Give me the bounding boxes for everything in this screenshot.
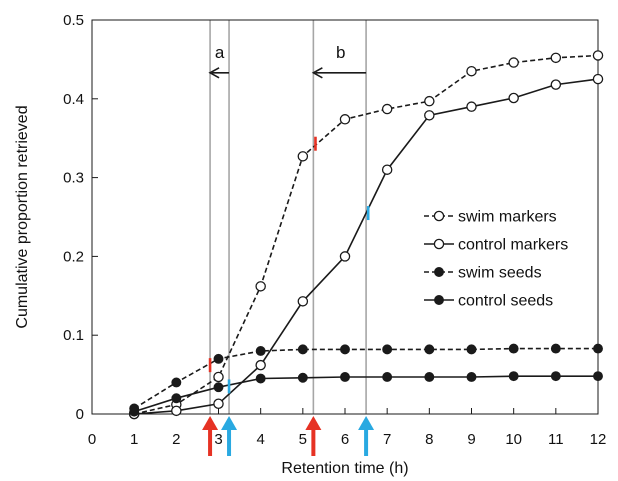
control-seeds-point [255, 373, 266, 384]
y-tick-label: 0 [76, 406, 84, 423]
x-tick-label: 9 [467, 431, 475, 448]
swim-seeds-point [340, 344, 350, 355]
x-tick-label: 1 [130, 431, 138, 448]
x-tick-label: 7 [383, 431, 391, 448]
control-markers-line [134, 78, 599, 415]
x-tick-label: 0 [88, 431, 96, 448]
control-seeds-line [133, 375, 598, 413]
legend-label: control seeds [458, 293, 553, 310]
swim-markers-point [508, 57, 519, 68]
arrows-layer [202, 416, 375, 456]
annotation-label: a [215, 43, 225, 62]
control-markers-point [424, 110, 435, 121]
swim-markers-point [339, 114, 351, 125]
swim-markers-point [424, 95, 435, 107]
swim-markers-point [381, 103, 393, 115]
annotation-arrow-head [208, 67, 220, 79]
annotation-arrow-head [311, 67, 323, 79]
control-markers-point [508, 92, 519, 104]
x-tick-label: 10 [505, 431, 522, 448]
x-axis-label: Retention time (h) [281, 460, 408, 477]
control-markers-point [213, 398, 224, 410]
control-markers-point [381, 164, 393, 175]
x-tick-label: 2 [172, 431, 180, 448]
swim-seeds-point [382, 344, 393, 355]
highlight-marks-layer [208, 136, 370, 394]
legend-marker [433, 210, 445, 222]
swim-seeds-point [255, 346, 266, 356]
swim-seeds-point [213, 353, 224, 364]
control-markers-point [592, 73, 604, 85]
legend-marker [433, 238, 445, 250]
swim-seeds-line [133, 347, 598, 410]
control-seeds-point [382, 372, 393, 382]
swim-markers-point [213, 371, 224, 383]
y-tick-label: 0.1 [63, 327, 84, 344]
legend-label: control markers [458, 237, 568, 254]
swim-markers-point [297, 151, 309, 162]
x-tick-label: 3 [214, 431, 222, 448]
swim-seeds-point [424, 344, 435, 355]
swim-seeds-point [466, 344, 477, 355]
y-tick-label: 0.5 [63, 12, 84, 29]
series-layer [128, 50, 604, 420]
swim-seeds-point [297, 344, 308, 355]
swim-seeds-point [508, 343, 519, 354]
control-markers-point [171, 405, 182, 417]
swim-seeds-point [171, 377, 182, 388]
control-seeds-point [593, 371, 603, 382]
x-tick-label: 4 [256, 431, 264, 448]
control-seeds-point [466, 372, 477, 382]
y-tick-label: 0.3 [63, 170, 84, 187]
control-seeds-point [550, 371, 561, 382]
swim-markers-point [466, 65, 477, 77]
swim-markers-point [592, 50, 604, 61]
x-tick-label: 11 [548, 431, 564, 448]
y-axis-label: Cumulative proportion retrieved [14, 105, 31, 328]
swim-markers-point [550, 52, 562, 64]
control-seeds-point [213, 382, 224, 393]
x-tick-label: 5 [299, 431, 307, 448]
swim-seeds-point [550, 343, 561, 354]
control-markers-point [255, 359, 266, 371]
control-seeds-point [340, 372, 350, 382]
y-tick-label: 0.4 [63, 91, 84, 108]
time-arrow-head [221, 416, 238, 430]
time-arrow-head [305, 416, 322, 430]
x-tick-label: 6 [341, 431, 349, 448]
legend-label: swim seeds [458, 265, 542, 282]
x-tick-label: 12 [590, 431, 607, 448]
legend-label: swim markers [458, 209, 557, 226]
legend: swim markers control markers swim seeds con… [424, 209, 568, 310]
control-seeds-point [424, 372, 435, 382]
control-markers-point [550, 79, 562, 90]
swim-markers-point [255, 281, 266, 292]
control-seeds-point [171, 393, 182, 404]
legend-marker [434, 267, 444, 277]
control-markers-point [297, 296, 309, 307]
swim-seeds-point [593, 343, 603, 354]
control-seeds-point [129, 406, 140, 417]
control-seeds-point [297, 372, 308, 383]
control-seeds-point [508, 371, 519, 382]
control-markers-point [339, 251, 351, 262]
time-arrow-head [202, 416, 219, 430]
control-markers-point [466, 101, 477, 112]
swim-markers-line [134, 54, 599, 415]
annotation-label: b [336, 43, 345, 62]
y-tick-label: 0.2 [63, 248, 84, 265]
guide-lines-layer [209, 20, 367, 414]
time-arrow-head [358, 416, 375, 430]
legend-marker [434, 295, 444, 305]
x-tick-label: 8 [425, 431, 433, 448]
